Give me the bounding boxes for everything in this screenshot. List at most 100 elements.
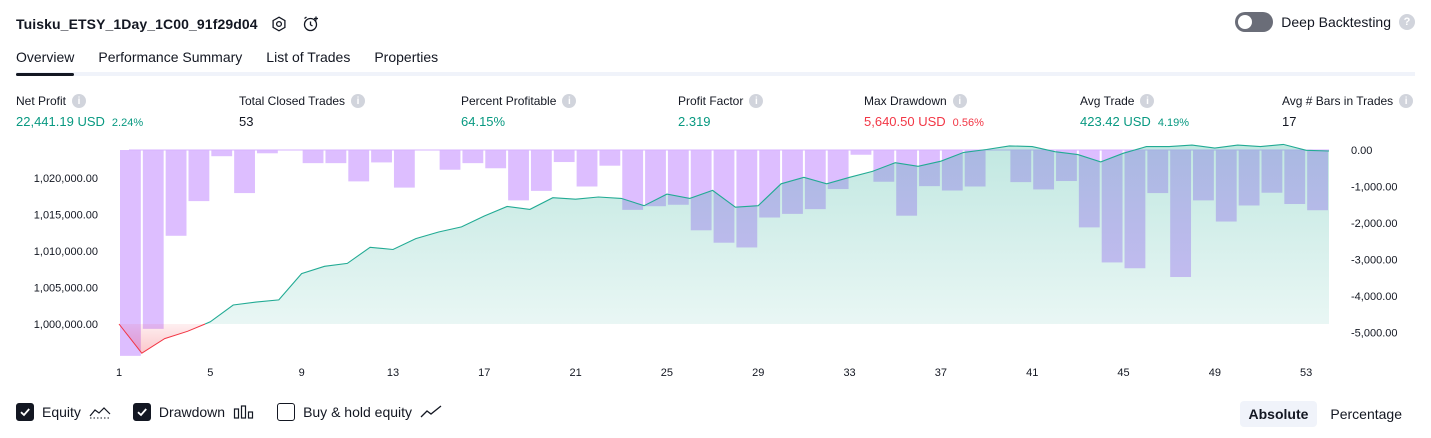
legend-equity[interactable]: Equity (16, 403, 111, 421)
left-axis: 1,020,000.00 1,015,000.00 1,010,000.00 1,00… (34, 173, 98, 331)
x-tick-label: 5 (207, 367, 213, 379)
metric-label: Net Profit (16, 94, 67, 108)
info-icon[interactable]: i (1140, 94, 1155, 108)
metric-percent: 4.19% (1157, 117, 1190, 129)
info-icon[interactable]: i (562, 94, 577, 108)
deep-backtesting: Deep Backtesting ? (1235, 12, 1415, 32)
metric-value: 53 (239, 114, 254, 129)
drawdown-bar (599, 150, 621, 166)
drawdown-bar (576, 150, 598, 187)
x-tick-label: 49 (1209, 367, 1221, 379)
right-tick-label: -4,000.00 (1351, 291, 1397, 303)
absolute-button[interactable]: Absolute (1239, 401, 1318, 427)
x-tick-label: 37 (935, 367, 947, 379)
metric-value: 17 (1282, 114, 1297, 129)
tab-list-of-trades[interactable]: List of Trades (266, 49, 351, 65)
right-axis: 0.00 -1,000.00 -2,000.00 -3,000.00 -4,000.00… (1351, 145, 1397, 340)
info-icon[interactable]: i (72, 94, 87, 108)
info-icon[interactable]: i (952, 94, 967, 108)
drawdown-bar (325, 150, 347, 164)
left-tick-label: 1,020,000.00 (34, 173, 98, 185)
metric-percent: 2.24% (111, 117, 144, 129)
drawdown-checkbox[interactable] (132, 403, 151, 421)
equity-negative-line (118, 323, 206, 354)
buy-hold-line-icon (420, 404, 442, 420)
x-tick-label: 21 (569, 367, 581, 379)
deep-backtesting-label: Deep Backtesting (1281, 14, 1391, 30)
equity-area-icon (89, 404, 111, 420)
drawdown-bar (622, 150, 644, 210)
metric-label: Percent Profitable (461, 94, 557, 108)
drawdown-bar (462, 150, 484, 164)
drawdown-bars-icon (233, 404, 255, 420)
left-tick-label: 1,015,000.00 (34, 210, 98, 222)
buy-hold-checkbox[interactable] (277, 403, 296, 421)
legend-buy-hold-label: Buy & hold equity (303, 404, 413, 420)
drawdown-bar (165, 150, 187, 236)
tab-performance-summary[interactable]: Performance Summary (98, 49, 243, 65)
drawdown-bar (256, 150, 278, 154)
metric-total-closed-trades: Total Closed Trades i 53 (239, 93, 366, 129)
right-tick-label: -2,000.00 (1351, 218, 1397, 230)
drawdown-bar (667, 150, 689, 205)
info-icon[interactable]: i (749, 94, 764, 108)
legend-drawdown-label: Drawdown (158, 404, 226, 420)
drawdown-bar (211, 150, 233, 157)
x-tick-label: 9 (299, 367, 305, 379)
settings-icon[interactable] (268, 13, 290, 35)
metric-value: 22,441.19 USD (16, 114, 105, 129)
help-icon[interactable]: ? (1399, 14, 1415, 30)
drawdown-bar (348, 150, 370, 182)
drawdown-bar (645, 150, 666, 207)
x-tick-label: 1 (116, 367, 122, 379)
right-tick-label: -1,000.00 (1351, 182, 1397, 194)
equity-line (204, 143, 1330, 325)
metric-label: Avg Trade (1080, 94, 1135, 108)
deep-backtesting-toggle[interactable] (1235, 12, 1274, 32)
drawdown-bar (508, 150, 529, 201)
left-tick-label: 1,005,000.00 (34, 283, 98, 295)
x-tick-label: 33 (843, 367, 855, 379)
drawdown-bar (553, 150, 575, 163)
metric-percent: 0.56% (952, 117, 984, 129)
drawdown-bar (302, 150, 324, 164)
add-alert-icon[interactable] (300, 13, 322, 35)
equity-area (205, 144, 1330, 324)
legend-drawdown[interactable]: Drawdown (132, 403, 255, 421)
drawdown-bar (120, 150, 141, 356)
right-tick-label: -5,000.00 (1351, 328, 1397, 340)
tab-overview[interactable]: Overview (16, 44, 75, 76)
info-icon[interactable]: i (351, 94, 366, 108)
drawdown-bar (142, 150, 164, 329)
drawdown-bar (530, 150, 552, 191)
metric-value: 5,640.50 USD (864, 114, 946, 129)
metric-label: Profit Factor (678, 94, 744, 108)
legend-equity-label: Equity (42, 404, 81, 420)
chart-legend: Equity Drawdown Buy & hold equity (16, 403, 442, 421)
x-tick-label: 29 (752, 367, 764, 379)
strategy-header: Tuisku_ETSY_1Day_1C00_91f29d04 (16, 12, 322, 36)
equity-drawdown-chart[interactable]: 1,020,000.00 1,015,000.00 1,010,000.00 1,00… (0, 140, 1431, 390)
right-tick-label: 0.00 (1351, 145, 1372, 157)
x-tick-label: 25 (661, 367, 673, 379)
left-tick-label: 1,000,000.00 (34, 319, 98, 331)
legend-buy-hold[interactable]: Buy & hold equity (277, 403, 442, 421)
info-icon[interactable]: i (1399, 94, 1414, 108)
drawdown-bar (439, 150, 461, 170)
equity-negative-area (119, 324, 206, 354)
equity-checkbox[interactable] (16, 403, 34, 421)
metric-label: Total Closed Trades (239, 94, 346, 108)
metric-net-profit: Net Profit i 22,441.19 USD 2.24% (16, 93, 143, 129)
x-tick-label: 13 (387, 367, 399, 379)
x-tick-label: 41 (1026, 367, 1038, 379)
metric-avg-trade: Avg Trade i 423.42 USD 4.19% (1080, 93, 1189, 129)
left-tick-label: 1,010,000.00 (34, 246, 98, 258)
tab-properties[interactable]: Properties (374, 49, 439, 65)
drawdown-bar (393, 150, 415, 188)
drawdown-bar (188, 150, 210, 202)
x-tick-label: 17 (478, 367, 490, 379)
metric-value: 2.319 (678, 114, 711, 129)
percentage-button[interactable]: Percentage (1330, 406, 1402, 422)
metric-label: Max Drawdown (864, 94, 947, 108)
strategy-title: Tuisku_ETSY_1Day_1C00_91f29d04 (16, 16, 258, 32)
